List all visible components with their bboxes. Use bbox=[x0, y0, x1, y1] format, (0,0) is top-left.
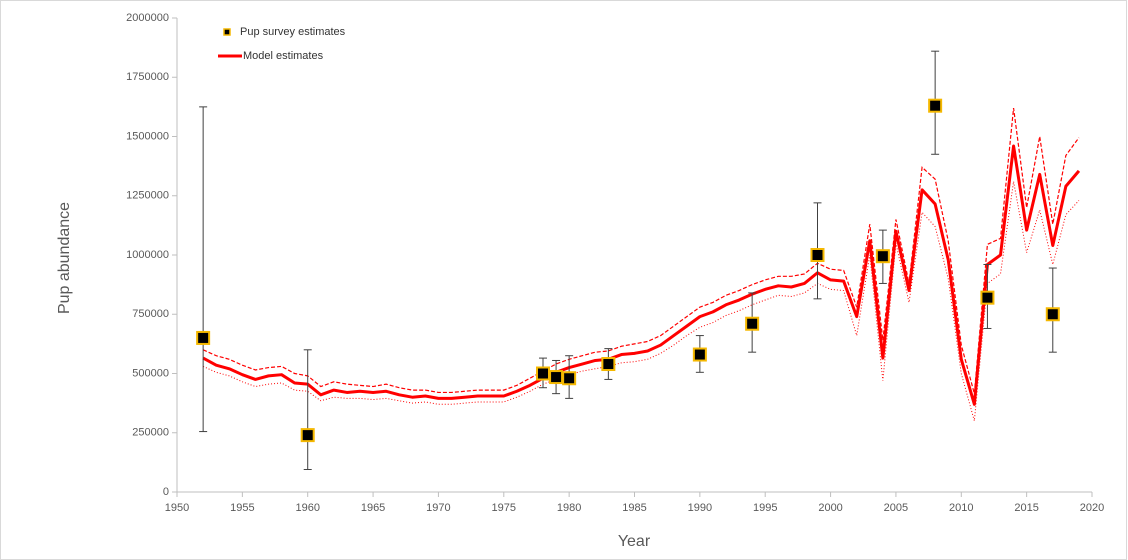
x-axis-title: Year bbox=[618, 533, 651, 550]
y-tick-label: 250000 bbox=[132, 427, 169, 439]
survey-point bbox=[745, 316, 760, 331]
ci-upper-line bbox=[202, 107, 1080, 394]
survey-point bbox=[300, 428, 315, 443]
x-tick-label: 2015 bbox=[1014, 502, 1038, 514]
y-axis-title: Pup abundance bbox=[56, 202, 73, 314]
ci-lower-line bbox=[202, 181, 1080, 422]
legend-label: Model estimates bbox=[243, 50, 324, 62]
y-tick-label: 750000 bbox=[132, 308, 169, 320]
y-tick-label: 1000000 bbox=[126, 249, 169, 261]
x-tick-label: 2010 bbox=[949, 502, 973, 514]
y-tick-label: 1250000 bbox=[126, 190, 169, 202]
x-tick-label: 1980 bbox=[557, 502, 581, 514]
survey-point bbox=[536, 366, 550, 381]
x-tick-label: 2020 bbox=[1080, 502, 1104, 514]
legend-label: Pup survey estimates bbox=[240, 26, 346, 38]
survey-point bbox=[196, 330, 211, 345]
y-tick-label: 0 bbox=[163, 486, 169, 498]
legend-swatch bbox=[223, 28, 231, 36]
x-tick-label: 1955 bbox=[230, 502, 254, 514]
y-tick-label: 500000 bbox=[132, 367, 169, 379]
survey-point bbox=[692, 347, 707, 362]
y-tick-label: 1500000 bbox=[126, 130, 169, 142]
survey-point bbox=[810, 248, 825, 262]
x-tick-label: 1975 bbox=[492, 502, 516, 514]
survey-point bbox=[1045, 307, 1060, 322]
survey-point bbox=[980, 290, 995, 305]
x-tick-label: 2000 bbox=[818, 502, 842, 514]
x-tick-label: 1990 bbox=[688, 502, 712, 514]
survey-point bbox=[562, 371, 577, 386]
x-tick-label: 1995 bbox=[753, 502, 777, 514]
x-tick-label: 1960 bbox=[295, 502, 319, 514]
survey-point bbox=[549, 370, 564, 385]
survey-point bbox=[875, 249, 890, 264]
x-tick-label: 1965 bbox=[361, 502, 385, 514]
y-tick-label: 1750000 bbox=[126, 71, 169, 83]
survey-point bbox=[928, 98, 943, 113]
x-tick-label: 1985 bbox=[622, 502, 646, 514]
y-tick-label: 2000000 bbox=[126, 12, 169, 24]
survey-point bbox=[601, 357, 616, 372]
x-tick-label: 2005 bbox=[884, 502, 908, 514]
x-tick-label: 1950 bbox=[165, 502, 189, 514]
x-tick-label: 1970 bbox=[426, 502, 450, 514]
model-line bbox=[202, 144, 1081, 406]
